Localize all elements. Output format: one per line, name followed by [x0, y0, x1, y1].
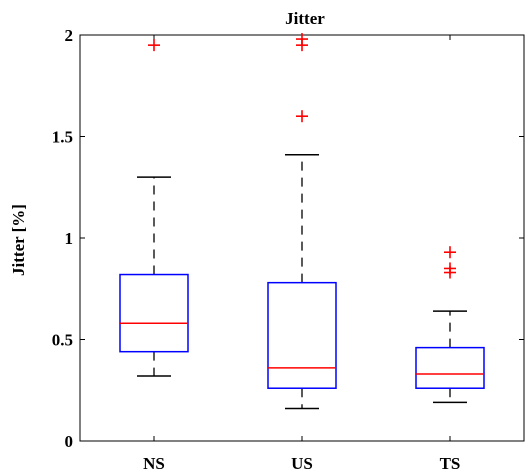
- outlier-point: [296, 33, 308, 46]
- x-tick-label: US: [291, 454, 313, 473]
- outlier-point: [444, 262, 456, 275]
- y-tick-label: 1: [65, 229, 74, 248]
- x-tick-label: NS: [143, 454, 165, 473]
- chart-title: Jitter: [285, 9, 325, 28]
- outlier-point: [148, 39, 160, 52]
- y-tick-label: 0.5: [52, 331, 73, 350]
- y-tick-label: 2: [65, 26, 74, 45]
- y-tick-label: 1.5: [52, 128, 73, 147]
- x-tick-label: TS: [440, 454, 461, 473]
- y-tick-label: 0: [65, 432, 74, 451]
- iqr-box: [415, 346, 485, 389]
- box-ts: [415, 246, 485, 404]
- iqr-box: [267, 281, 337, 389]
- axes: 0 0.5 1 1.5 2 NS US TS: [52, 26, 525, 473]
- y-axis-label: Jitter [%]: [9, 204, 28, 276]
- box-group: [119, 33, 485, 410]
- box-us: [267, 33, 337, 410]
- iqr-box: [119, 273, 189, 353]
- box-ns: [119, 39, 189, 377]
- outlier-point: [444, 246, 456, 259]
- outlier-point: [296, 110, 308, 123]
- plot-frame: [79, 34, 525, 442]
